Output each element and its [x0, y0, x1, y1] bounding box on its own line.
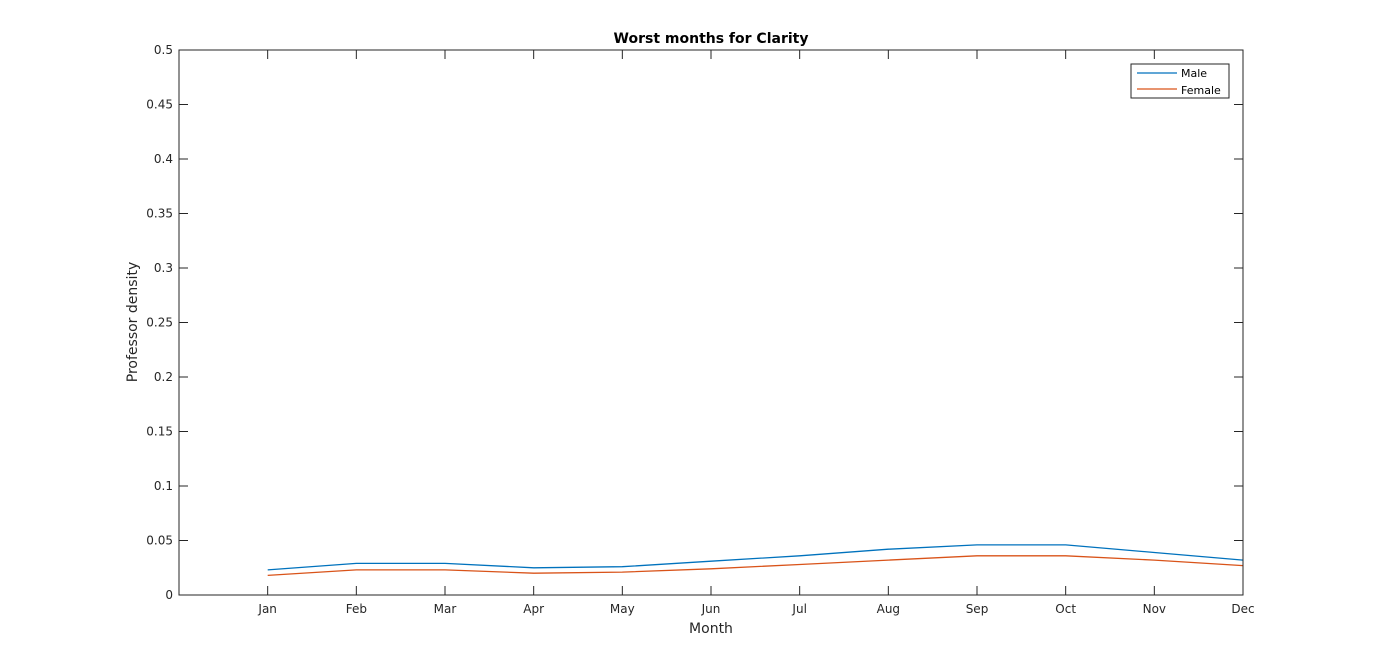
x-tick-label-dec: Dec [1231, 602, 1254, 616]
x-tick-label-mar: Mar [434, 602, 457, 616]
y-tick-label-9: 0.45 [146, 98, 173, 112]
y-axis-label: Professor density [125, 262, 141, 382]
y-tick-label-10: 0.5 [154, 43, 173, 57]
x-tick-label-jan: Jan [257, 602, 277, 616]
series-line-female [267, 555, 1244, 577]
legend: Male Female [1130, 63, 1230, 99]
x-tick-label-nov: Nov [1143, 602, 1166, 616]
y-tick-label-1: 0.05 [146, 534, 173, 548]
y-tick-label-7: 0.35 [146, 207, 173, 221]
x-tick-label-feb: Feb [346, 602, 367, 616]
series-lines [267, 544, 1244, 577]
x-tick-labels: Jan Feb Mar Apr May Jun Jul Aug Sep Oct Nov Dec [257, 602, 1254, 616]
y-tick-label-6: 0.3 [154, 261, 173, 275]
x-tick-label-apr: Apr [523, 602, 544, 616]
y-tick-label-2: 0.1 [154, 479, 173, 493]
y-tick-label-3: 0.15 [146, 425, 173, 439]
legend-label-female: Female [1181, 84, 1221, 97]
series-line-male [267, 544, 1244, 571]
plot-frame [178, 49, 1244, 596]
legend-box [1130, 63, 1230, 99]
y-tick-label-8: 0.4 [154, 152, 173, 166]
x-tick-label-may: May [610, 602, 635, 616]
y-tick-labels: 0 0.05 0.1 0.15 0.2 0.25 0.3 0.35 0.4 0.45 0.5 [146, 43, 173, 602]
x-axis-label: Month [689, 621, 733, 637]
legend-label-male: Male [1181, 67, 1207, 80]
y-tick-label-5: 0.25 [146, 316, 173, 330]
x-tick-label-aug: Aug [877, 602, 900, 616]
x-tick-label-sep: Sep [966, 602, 989, 616]
chart-title: Worst months for Clarity [614, 31, 809, 47]
y-tick-label-4: 0.2 [154, 370, 173, 384]
x-tick-label-jun: Jun [701, 602, 721, 616]
x-tick-label-jul: Jul [791, 602, 806, 616]
plot-area [179, 50, 1243, 595]
x-tick-label-oct: Oct [1055, 602, 1076, 616]
y-tick-label-0: 0 [165, 588, 173, 602]
